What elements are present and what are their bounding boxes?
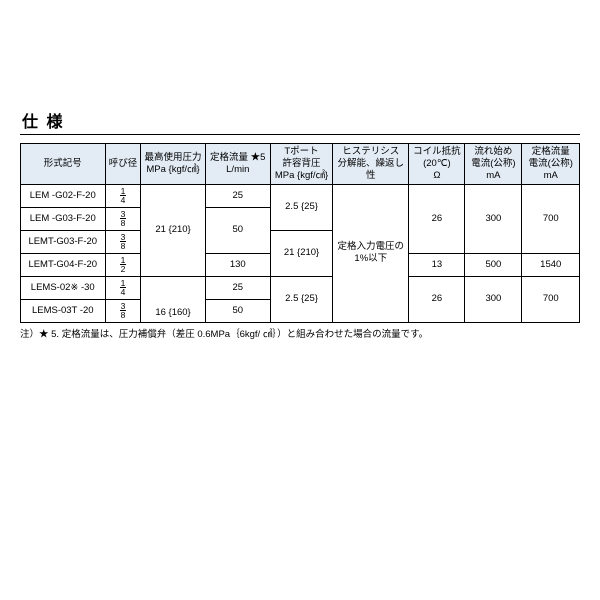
col-coil: コイル抵抗(20℃)Ω [409,144,465,185]
cell-rated-1540: 1540 [522,253,580,276]
spec-table: 形式記号 呼び径 最高使用圧力MPa {kgf/㎠} 定格流量 ★5L/min … [20,143,580,323]
col-hys: ヒステリシス分解能、繰返し性 [333,144,409,185]
cell-hys: 定格入力電圧の1%以下 [333,184,409,322]
cell-flow: 130 [205,253,270,276]
col-model: 形式記号 [21,144,106,185]
cell-model: LEM -G03-F-20 [21,207,106,230]
title-text: 仕 様 [22,108,580,132]
footnote: 注）★ 5. 定格流量は、圧力補償弁（差圧 0.6MPa｛6kgf/ ㎠｝）と組… [20,329,580,341]
cell-flow-50: 50 [205,207,270,253]
cell-flow: 25 [205,276,270,299]
section-title: 仕 様 [20,108,580,135]
cell-start-500: 500 [465,253,522,276]
cell-coil-a: 26 [409,184,465,253]
cell-coil-b: 26 [409,276,465,322]
cell-flow: 25 [205,184,270,207]
cell-model: LEMT-G04-F-20 [21,253,106,276]
cell-dia: 14 [105,276,141,299]
cell-dia: 14 [105,184,141,207]
col-start: 流れ始め電流(公称)mA [465,144,522,185]
cell-tport-b: 2.5 {25} [270,276,332,322]
cell-model: LEMS-02※ -30 [21,276,106,299]
cell-dia: 38 [105,207,141,230]
cell-flow: 50 [205,299,270,322]
cell-start-a: 300 [465,184,522,253]
cell-model: LEM -G02-F-20 [21,184,106,207]
cell-model: LEMT-G03-F-20 [21,230,106,253]
col-flow: 定格流量 ★5L/min [205,144,270,185]
cell-tport-a: 2.5 {25} [270,184,332,230]
cell-dia: 38 [105,299,141,322]
cell-press-4: 21 {210} [141,184,205,276]
cell-model: LEMS-03T -20 [21,299,106,322]
cell-start-b: 300 [465,276,522,322]
cell-coil-13: 13 [409,253,465,276]
col-tport: Tポート許容背圧MPa {kgf/㎠} [270,144,332,185]
table-row: LEMS-02※ -30 14 16 {160} 25 2.5 {25} 26 … [21,276,580,299]
col-rated: 定格流量電流(公称)mA [522,144,580,185]
cell-tport-21: 21 {210} [270,230,332,276]
table-row: LEM -G02-F-20 14 21 {210} 25 2.5 {25} 定格… [21,184,580,207]
col-dia: 呼び径 [105,144,141,185]
header-row: 形式記号 呼び径 最高使用圧力MPa {kgf/㎠} 定格流量 ★5L/min … [21,144,580,185]
cell-rated-a: 700 [522,184,580,253]
cell-dia: 12 [105,253,141,276]
cell-rated-b: 700 [522,276,580,322]
col-press: 最高使用圧力MPa {kgf/㎠} [141,144,205,185]
cell-dia: 38 [105,230,141,253]
